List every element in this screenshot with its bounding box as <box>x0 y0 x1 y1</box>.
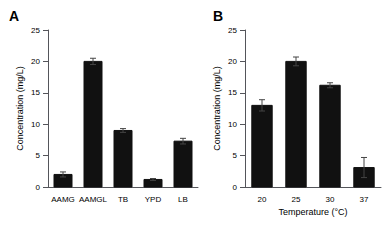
svg-text:5: 5 <box>233 151 238 160</box>
svg-text:15: 15 <box>228 88 237 97</box>
svg-text:TB: TB <box>118 195 128 204</box>
svg-text:AAMGL: AAMGL <box>79 195 108 204</box>
svg-text:30: 30 <box>326 195 335 204</box>
svg-text:LB: LB <box>178 195 188 204</box>
svg-text:20: 20 <box>31 57 40 66</box>
svg-text:0: 0 <box>233 183 238 192</box>
svg-text:B: B <box>213 8 223 24</box>
svg-text:10: 10 <box>228 120 237 129</box>
svg-text:20: 20 <box>258 195 267 204</box>
svg-text:25: 25 <box>228 26 237 35</box>
svg-text:37: 37 <box>360 195 369 204</box>
svg-text:25: 25 <box>292 195 301 204</box>
svg-text:Concentration (mg/L): Concentration (mg/L) <box>212 66 222 151</box>
svg-text:YPD: YPD <box>145 195 162 204</box>
svg-text:Concentration (mg/L): Concentration (mg/L) <box>15 66 25 151</box>
svg-text:20: 20 <box>228 57 237 66</box>
svg-text:5: 5 <box>36 151 41 160</box>
svg-text:AAMG: AAMG <box>51 195 75 204</box>
svg-text:15: 15 <box>31 88 40 97</box>
svg-text:10: 10 <box>31 120 40 129</box>
svg-text:A: A <box>9 8 19 24</box>
svg-text:Temperature (°C): Temperature (°C) <box>278 207 347 217</box>
svg-text:0: 0 <box>36 183 41 192</box>
svg-text:25: 25 <box>31 26 40 35</box>
